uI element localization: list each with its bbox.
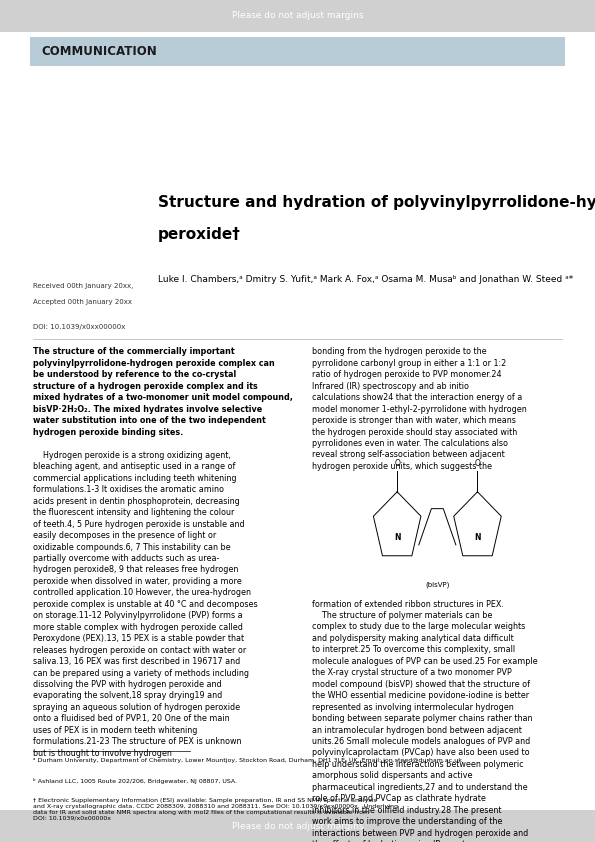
Text: † Electronic Supplementary Information (ESI) available: Sample preparation, IR a: † Electronic Supplementary Information (…	[33, 798, 397, 821]
Text: O: O	[475, 459, 480, 468]
Text: Hydrogen peroxide is a strong oxidizing agent,
bleaching agent, and antiseptic u: Hydrogen peroxide is a strong oxidizing …	[33, 451, 258, 758]
Text: ᵇ Ashland LLC, 1005 Route 202/206, Bridgewater, NJ 08807, USA.: ᵇ Ashland LLC, 1005 Route 202/206, Bridg…	[33, 778, 237, 784]
Text: Accepted 00th January 20xx: Accepted 00th January 20xx	[33, 299, 131, 305]
Text: N: N	[474, 533, 481, 541]
Text: Received 00th January 20xx,: Received 00th January 20xx,	[33, 284, 133, 290]
Text: bonding from the hydrogen peroxide to the
pyrrolidone carbonyl group in either a: bonding from the hydrogen peroxide to th…	[312, 348, 527, 471]
Text: DOI: 10.1039/x0xx00000x: DOI: 10.1039/x0xx00000x	[33, 324, 125, 330]
Text: Luke I. Chambers,ᵃ Dmitry S. Yufit,ᵃ Mark A. Fox,ᵃ Osama M. Musaᵇ and Jonathan W: Luke I. Chambers,ᵃ Dmitry S. Yufit,ᵃ Mar…	[158, 275, 573, 284]
Text: The structure of the commercially important
polyvinylpyrrolidone-hydrogen peroxi: The structure of the commercially import…	[33, 348, 293, 436]
Text: (bisVP): (bisVP)	[425, 581, 449, 588]
Text: Please do not adjust margins: Please do not adjust margins	[231, 822, 364, 830]
Text: COMMUNICATION: COMMUNICATION	[42, 45, 158, 58]
Text: O: O	[394, 459, 400, 468]
Text: ᵃ Durham University, Department of Chemistry, Lower Mountjoy, Stockton Road, Dur: ᵃ Durham University, Department of Chemi…	[33, 758, 462, 763]
Text: Please do not adjust margins: Please do not adjust margins	[231, 12, 364, 20]
Text: N: N	[394, 533, 400, 541]
Text: Structure and hydration of polyvinylpyrrolidone-hydrogen: Structure and hydration of polyvinylpyrr…	[158, 195, 595, 210]
Text: formation of extended ribbon structures in PEX.
    The structure of polymer mat: formation of extended ribbon structures …	[312, 600, 538, 842]
Text: peroxide†: peroxide†	[158, 227, 240, 242]
